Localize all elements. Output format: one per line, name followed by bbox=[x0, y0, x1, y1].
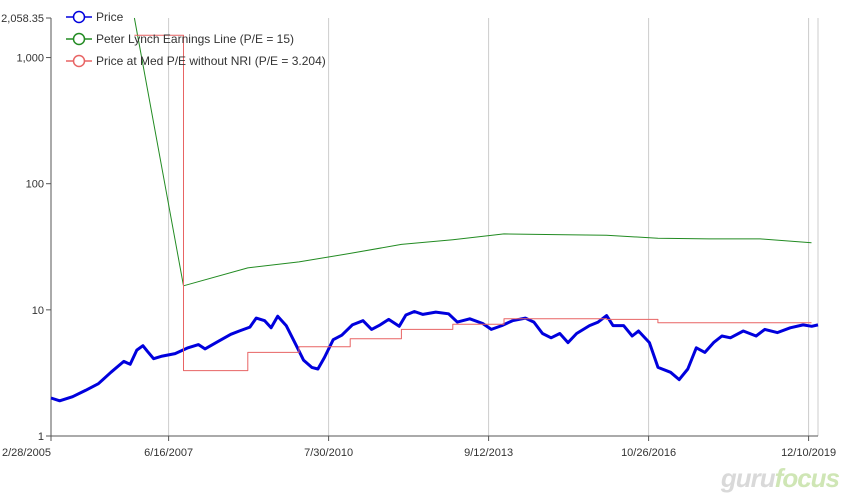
legend-marker-icon bbox=[72, 32, 86, 46]
series-line-1 bbox=[133, 17, 812, 287]
series-line-2 bbox=[134, 34, 812, 372]
series-line-0 bbox=[50, 310, 819, 403]
legend[interactable]: Price Peter Lynch Earnings Line (P/E = 15… bbox=[66, 10, 326, 68]
legend-item-1[interactable]: Peter Lynch Earnings Line (P/E = 15) bbox=[66, 32, 294, 46]
legend-label: Price bbox=[96, 10, 124, 24]
x-tick-label: 7/30/2010 bbox=[304, 447, 353, 459]
y-tick-label: 1 bbox=[38, 431, 44, 443]
gurufocus-logo: gurufocus bbox=[720, 463, 840, 493]
x-tick-label: 6/16/2007 bbox=[144, 447, 193, 459]
x-tick-label: 2/28/2005 bbox=[2, 447, 51, 459]
y-top-label: 2,058.35 bbox=[1, 13, 44, 25]
legend-marker-icon bbox=[72, 10, 86, 24]
x-tick-label: 12/10/2019 bbox=[781, 447, 836, 459]
x-tick-label: 10/26/2016 bbox=[621, 447, 676, 459]
legend-label: Peter Lynch Earnings Line (P/E = 15) bbox=[96, 32, 294, 46]
y-tick-label: 1,000 bbox=[16, 53, 44, 65]
grid bbox=[168, 18, 819, 436]
legend-label: Price at Med P/E without NRI (P/E = 3.20… bbox=[96, 54, 326, 68]
y-tick-label: 10 bbox=[32, 305, 44, 317]
legend-item-2[interactable]: Price at Med P/E without NRI (P/E = 3.20… bbox=[66, 54, 326, 68]
legend-marker-icon bbox=[72, 54, 86, 68]
legend-item-0[interactable]: Price bbox=[66, 10, 124, 24]
series-layer bbox=[50, 17, 819, 403]
axes: 2/28/2005 6/16/2007 7/30/2010 9/12/2013 10/2… bbox=[1, 13, 836, 459]
y-tick-label: 100 bbox=[26, 179, 44, 191]
x-tick-label: 9/12/2013 bbox=[464, 447, 513, 459]
